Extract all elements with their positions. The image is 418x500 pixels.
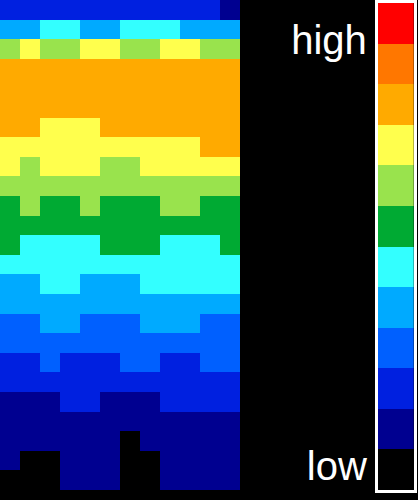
svg-text:high: high	[291, 18, 367, 62]
svg-text:low: low	[307, 444, 367, 488]
